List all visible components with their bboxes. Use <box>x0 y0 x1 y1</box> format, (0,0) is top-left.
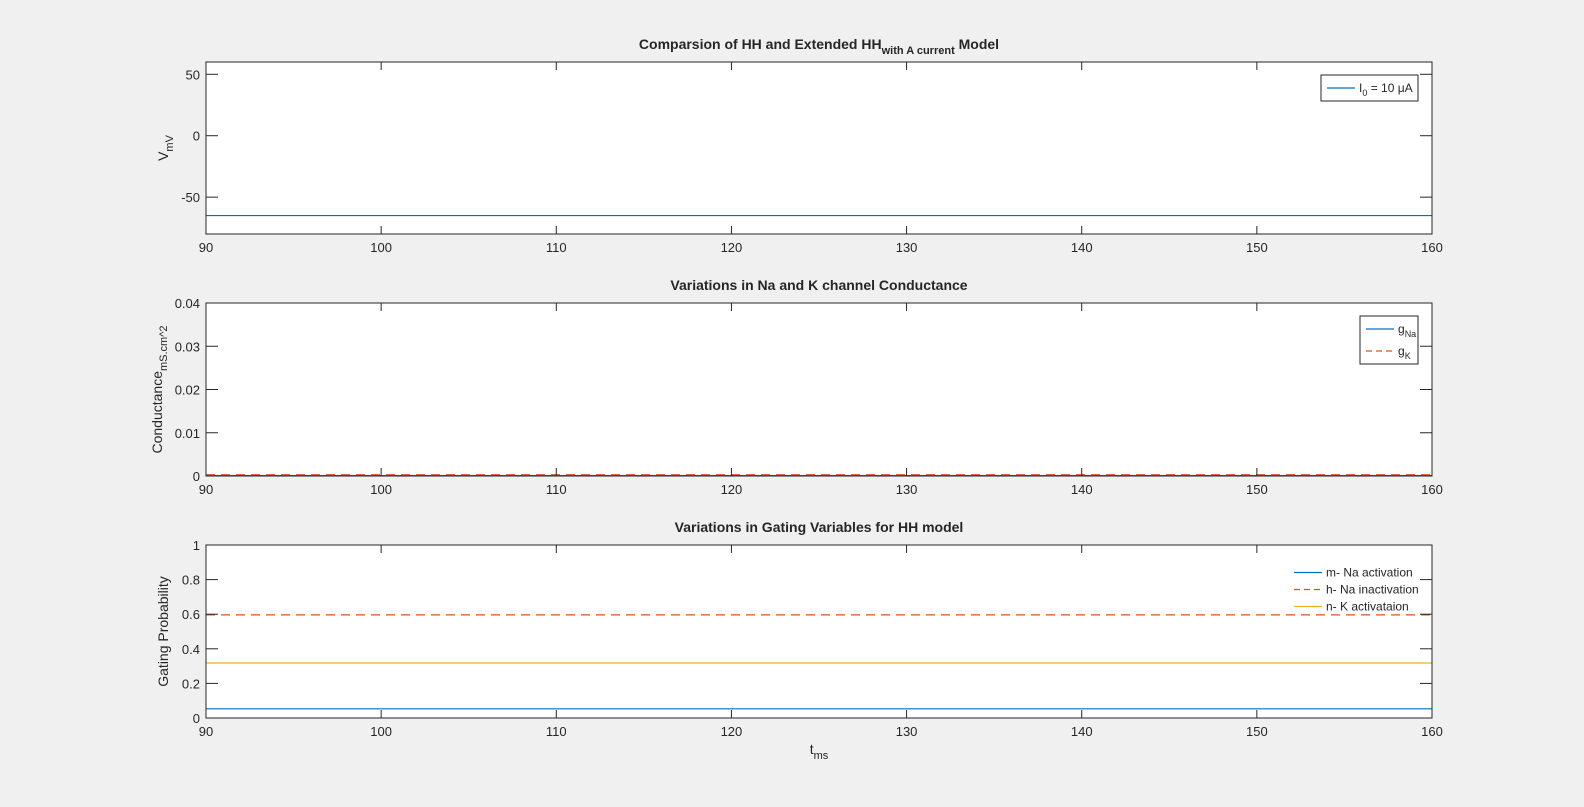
y-axis-label: ConductancemS.cm^2 <box>149 325 170 453</box>
x-tick-label: 140 <box>1071 240 1093 255</box>
plot-area <box>206 303 1432 476</box>
x-tick-label: 120 <box>721 240 743 255</box>
x-tick-label: 120 <box>721 724 743 739</box>
plot-area <box>206 62 1432 234</box>
y-tick-label: 0.4 <box>182 642 200 657</box>
legend: m- Na activation h- Na inactivation n- K a… <box>1294 566 1419 614</box>
plot-area <box>206 545 1432 718</box>
x-tick-label: 130 <box>896 724 918 739</box>
chart-panel-1: 90 100 110 120 130 140 150 160 -50 0 50 Comparsion … <box>155 36 1443 255</box>
x-tick-label: 110 <box>546 482 567 497</box>
x-tick-label: 160 <box>1421 724 1443 739</box>
legend-label: I0 = 10 μA <box>1359 81 1413 98</box>
y-tick-label: 0.03 <box>175 339 200 354</box>
y-tick-label: 0.01 <box>175 426 200 441</box>
legend: gNa gK <box>1359 315 1419 365</box>
y-tick-label: 0.6 <box>182 607 200 622</box>
y-tick-label: -50 <box>181 190 200 205</box>
legend-label: gK <box>1398 344 1411 361</box>
x-tick-label: 100 <box>370 482 392 497</box>
legend-label: m- Na activation <box>1326 566 1413 580</box>
x-tick-label: 140 <box>1071 482 1093 497</box>
y-tick-label: 0.02 <box>175 383 200 398</box>
y-axis-label: VmV <box>155 134 176 161</box>
x-tick-label: 90 <box>199 724 213 739</box>
x-tick-label: 150 <box>1246 240 1268 255</box>
legend-label: gNa <box>1398 322 1416 339</box>
y-axis-label: Gating Probability <box>155 576 171 687</box>
axes-box <box>205 61 1433 235</box>
axes-box <box>205 544 1433 719</box>
x-tick-label: 120 <box>721 482 743 497</box>
x-tick-label: 90 <box>199 482 213 497</box>
x-tick-label: 90 <box>199 240 213 255</box>
y-tick-label: 0.8 <box>182 573 200 588</box>
chart-panel-2: 90 100 110 120 130 140 150 160 0 0.01 0.02 0.03 0.04… <box>149 277 1443 497</box>
x-tick-label: 140 <box>1071 724 1093 739</box>
legend: I0 = 10 μA <box>1320 74 1419 102</box>
x-tick-label: 100 <box>370 724 392 739</box>
chart-title: Comparsion of HH and Extended HHwith A c… <box>639 36 999 57</box>
y-tick-label: 0 <box>193 711 200 726</box>
y-tick-label: 0 <box>193 129 200 144</box>
chart-title: Variations in Na and K channel Conductan… <box>670 277 967 293</box>
chart-panel-3: 90 100 110 120 130 140 150 160 0 0.2 0.4 0.6 0.8 1 Var… <box>155 519 1443 762</box>
y-tick-label: 0.04 <box>175 296 200 311</box>
y-tick-label: 0 <box>193 469 200 484</box>
y-tick-label: 50 <box>186 67 200 82</box>
x-axis-label: tms <box>810 741 829 762</box>
x-tick-label: 150 <box>1246 724 1268 739</box>
x-tick-label: 100 <box>370 240 392 255</box>
x-tick-label: 130 <box>896 240 918 255</box>
x-tick-label: 160 <box>1421 240 1443 255</box>
y-tick-label: 0.2 <box>182 676 200 691</box>
y-tick-label: 1 <box>193 538 200 553</box>
legend-box <box>1359 315 1419 365</box>
chart-title: Variations in Gating Variables for HH mo… <box>675 519 964 535</box>
x-tick-label: 160 <box>1421 482 1443 497</box>
x-tick-label: 110 <box>546 240 567 255</box>
x-tick-label: 130 <box>896 482 918 497</box>
x-tick-label: 150 <box>1246 482 1268 497</box>
legend-label: h- Na inactivation <box>1326 583 1419 597</box>
x-tick-label: 110 <box>546 724 567 739</box>
legend-label: n- K activataion <box>1326 600 1409 614</box>
